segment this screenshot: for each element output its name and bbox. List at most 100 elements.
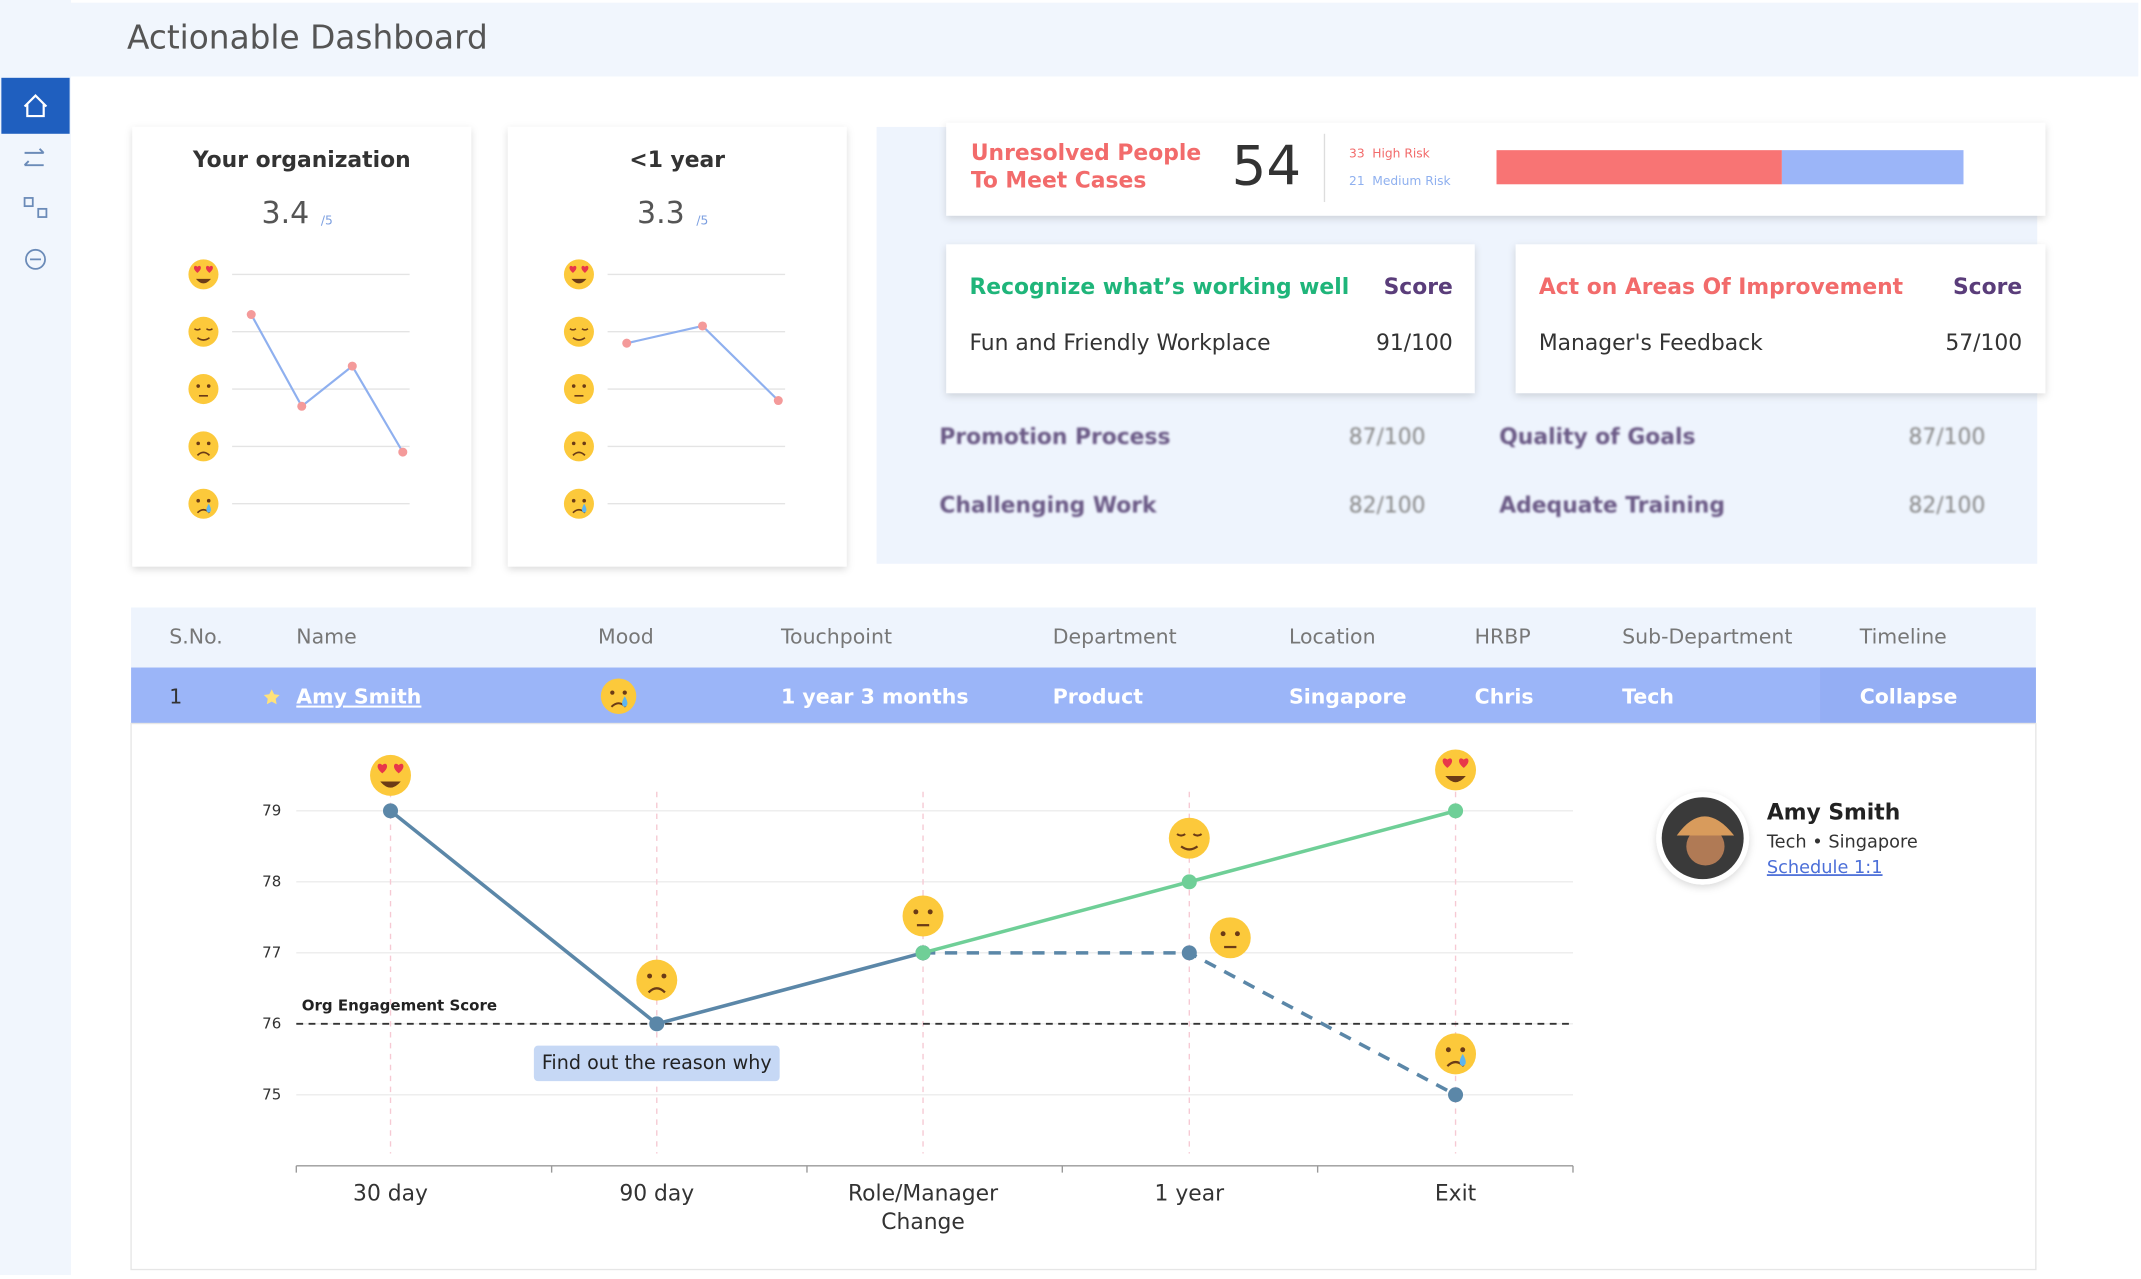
eye [206, 328, 213, 331]
eye [1460, 1047, 1466, 1053]
x-tick-line: Role/Manager [848, 1181, 998, 1206]
cell[interactable]: Collapse [1860, 685, 1958, 709]
eye [1445, 1047, 1451, 1053]
face [188, 431, 219, 462]
series-point [1448, 803, 1464, 819]
face [1209, 917, 1251, 959]
nav-grid-part [37, 207, 48, 218]
heart-eye [377, 763, 388, 774]
reference-label: Org Engagement Score [302, 997, 497, 1015]
eye [196, 384, 200, 388]
series-point [1448, 1087, 1464, 1103]
score-item: Manager's Feedback [1539, 331, 1763, 356]
cell: Singapore [1289, 685, 1407, 709]
other-score-value: 82/100 [1909, 493, 1986, 518]
high-risk-bar [1496, 150, 1782, 185]
score-item: Fun and Friendly Workplace [969, 331, 1270, 356]
trend-point [347, 361, 357, 371]
mood-icon [563, 259, 594, 290]
mood-icon [1435, 749, 1477, 791]
face [636, 959, 678, 1001]
mouth [647, 987, 666, 994]
table-row[interactable] [131, 667, 2036, 724]
eye [196, 498, 200, 503]
annotation-box [533, 1045, 780, 1082]
eye [582, 441, 587, 446]
heart-eye [1442, 758, 1453, 768]
column-header: Department [1053, 625, 1177, 649]
trend-point [698, 321, 708, 331]
other-score-name: Quality of Goals [1499, 425, 1695, 450]
face [188, 374, 219, 405]
card-scale: /5 [696, 214, 708, 228]
cell: Tech [1622, 685, 1674, 709]
series-point [383, 803, 399, 819]
score-column: Score [1953, 275, 2022, 300]
x-tick-line: Change [881, 1210, 965, 1235]
annotation: Find out the reason why [542, 1051, 772, 1074]
heart-eye [1459, 758, 1469, 768]
mood-icon [370, 754, 411, 796]
heart-eye [581, 265, 589, 273]
eye [661, 973, 667, 979]
series-point [1181, 874, 1197, 890]
other-score-value: 87/100 [1909, 425, 1986, 450]
avatar-face [1686, 827, 1725, 866]
x-tick-label: 90 day [619, 1181, 694, 1206]
eye [571, 498, 576, 503]
card-title: <1 year [629, 148, 725, 173]
score-value: 57/100 [1945, 331, 2022, 356]
cell: Product [1053, 685, 1144, 709]
face [563, 488, 594, 519]
column-header: Sub-Department [1622, 625, 1792, 649]
star-icon[interactable] [263, 689, 280, 705]
face [600, 678, 637, 714]
column-header: Mood [598, 625, 654, 649]
eye [647, 973, 653, 979]
y-tick-label: 79 [262, 801, 281, 819]
nav-flow[interactable] [23, 148, 45, 167]
eye [206, 384, 211, 388]
face [1168, 817, 1210, 859]
eye [582, 498, 587, 503]
mood-icon [1168, 817, 1210, 859]
card-score: 3.3 [637, 196, 685, 231]
mouth [196, 337, 210, 341]
heart-eye [393, 763, 404, 774]
tear [1459, 1053, 1466, 1067]
mouth [380, 781, 401, 788]
column-header: Location [1289, 625, 1376, 649]
cell[interactable]: Amy Smith [296, 685, 421, 709]
nav-home[interactable] [1, 77, 70, 134]
card-title: Your organization [192, 148, 411, 173]
tear [622, 696, 628, 707]
heart-eye [569, 265, 577, 273]
medium-count: 21 [1349, 174, 1365, 188]
cell: 1 year 3 months [781, 685, 969, 709]
profile-action[interactable]: Schedule 1:1 [1767, 858, 1883, 878]
high-label: High Risk [1372, 147, 1430, 161]
column-header: HRBP [1475, 625, 1531, 649]
face [188, 316, 219, 347]
card [132, 126, 472, 567]
mood-icon [902, 895, 944, 937]
mouth [572, 451, 586, 457]
other-score-name: Adequate Training [1499, 493, 1725, 518]
nav-grid[interactable] [23, 197, 34, 208]
other-score-value: 87/100 [1349, 425, 1426, 450]
improvements-card [1515, 244, 2046, 394]
timeline-cell[interactable] [1820, 667, 2036, 724]
cases-title: To Meet Cases [971, 169, 1147, 194]
x-tick-label: 30 day [353, 1181, 428, 1206]
card-scale: /5 [321, 214, 333, 228]
score-heading: Act on Areas Of Improvement [1539, 275, 1903, 300]
page-title: Actionable Dashboard [127, 19, 488, 57]
series-point [649, 1016, 665, 1032]
nav-minus[interactable] [25, 248, 46, 270]
mood-icon [188, 431, 219, 462]
medium-label: Medium Risk [1372, 174, 1451, 188]
eye [206, 441, 211, 446]
header-bar [71, 2, 2139, 77]
eye [582, 384, 587, 388]
strengths-card [946, 244, 1475, 394]
